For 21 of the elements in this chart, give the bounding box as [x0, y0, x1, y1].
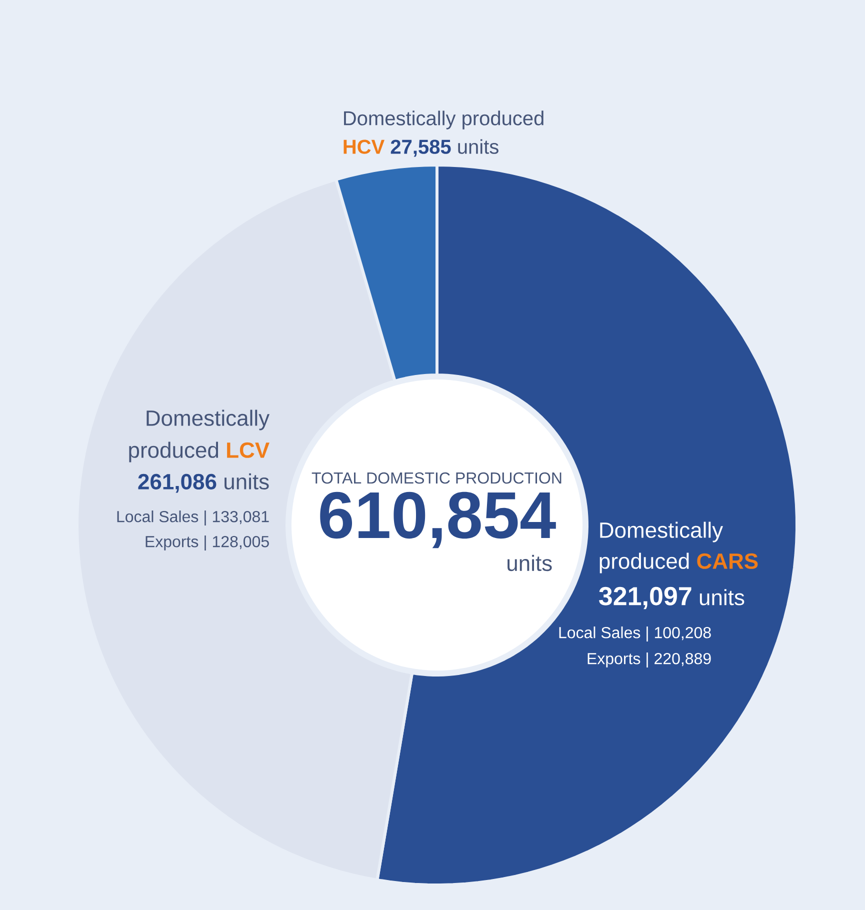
slice-label: LCV [227, 442, 270, 458]
text: Exports | 128,005 [146, 536, 269, 550]
text: Domestically [146, 410, 270, 430]
data-label: 321,097 [599, 586, 692, 610]
data-label: 261,086 [138, 474, 216, 493]
text: Exports | 220,889 [588, 652, 711, 668]
data-label: 27,585 [390, 140, 451, 157]
text: units [700, 589, 744, 606]
text: Domestically produced [344, 110, 544, 130]
text: Domestically [600, 522, 724, 542]
slice-label: CARS [697, 553, 758, 569]
text: TOTAL DOMESTIC PRODUCTION [312, 472, 562, 484]
text: units [508, 554, 552, 572]
text: produced [600, 552, 689, 574]
slice-label: HCV [344, 140, 384, 154]
text: units [458, 139, 498, 154]
text: 610,854 [320, 492, 556, 548]
text: units [224, 473, 269, 490]
text: produced [129, 442, 218, 462]
text: Local Sales | 133,081 [117, 510, 269, 526]
text: Local Sales | 100,208 [559, 626, 711, 642]
